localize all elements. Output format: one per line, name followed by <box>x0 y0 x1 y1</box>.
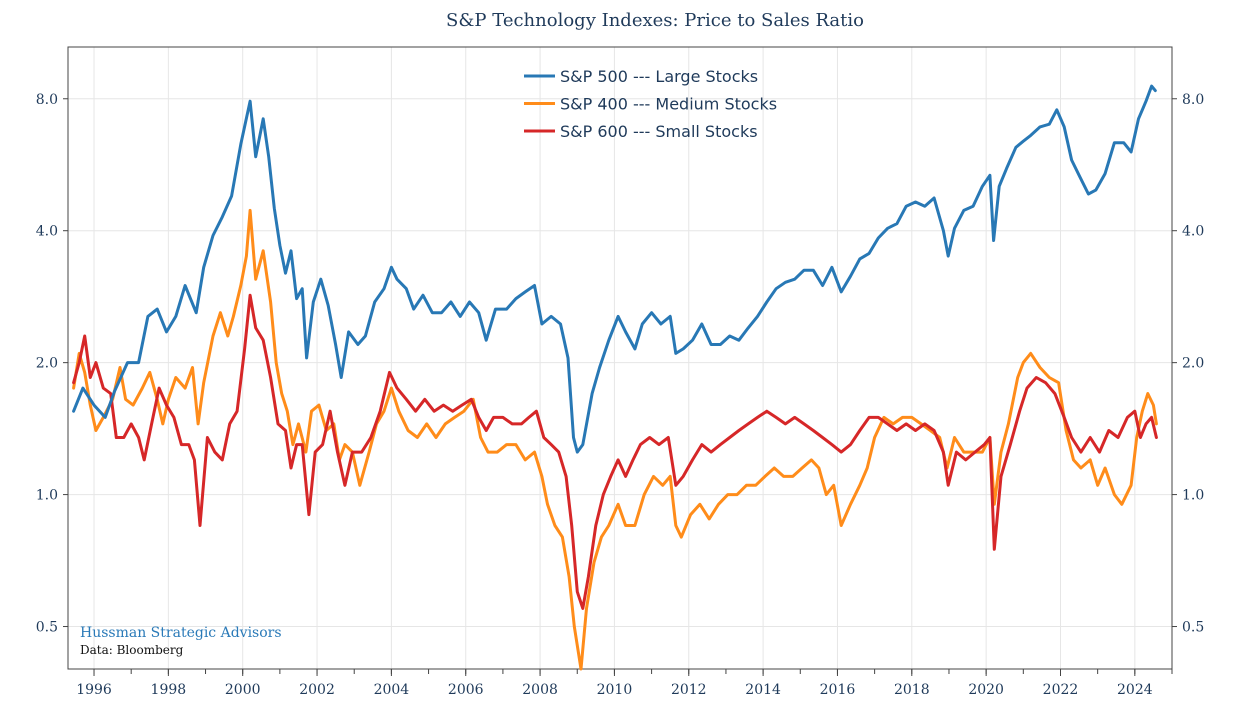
brand-label: Hussman Strategic Advisors <box>80 625 282 641</box>
y-tick-label-right: 4.0 <box>1182 224 1204 240</box>
x-tick-label: 2008 <box>522 682 558 698</box>
x-tick-label: 2014 <box>745 682 781 698</box>
y-axis-right: 0.5 1.0 2.0 4.0 8.0 <box>1172 92 1204 636</box>
y-tick-label-left: 0.5 <box>36 620 58 636</box>
legend-label-medium-stocks: S&P 400 --- Medium Stocks <box>560 95 777 114</box>
x-tick-label: 2004 <box>374 682 410 698</box>
y-tick-label-right: 0.5 <box>1182 620 1204 636</box>
y-tick-label-right: 8.0 <box>1182 92 1204 108</box>
series-line-large-stocks <box>72 84 1157 454</box>
y-tick-label-right: 2.0 <box>1182 356 1204 372</box>
x-tick-label: 2016 <box>820 682 856 698</box>
legend-label-large-stocks: S&P 500 --- Large Stocks <box>560 67 758 86</box>
series-line-small-stocks <box>72 293 1158 610</box>
x-tick-label: 2006 <box>448 682 484 698</box>
x-tick-label: 2002 <box>299 682 335 698</box>
legend-label-small-stocks: S&P 600 --- Small Stocks <box>560 122 758 141</box>
y-tick-label-left: 4.0 <box>36 224 58 240</box>
legend: S&P 500 --- Large Stocks S&P 400 --- Medi… <box>524 67 777 141</box>
x-tick-label: 2012 <box>671 682 707 698</box>
source-label: Data: Bloomberg <box>80 643 184 657</box>
x-tick-label: 2020 <box>968 682 1004 698</box>
y-tick-label-left: 1.0 <box>36 488 58 504</box>
plot-frame <box>67 46 1173 670</box>
x-axis: 1996 1998 2000 2002 2004 2006 2008 2010 2012 2014… <box>76 669 1173 698</box>
y-axis-left: 0.5 1.0 2.0 4.0 8.0 <box>36 92 68 636</box>
x-tick-label: 2010 <box>597 682 633 698</box>
grid <box>68 47 1172 669</box>
series-group <box>72 84 1158 671</box>
y-tick-label-right: 1.0 <box>1182 488 1204 504</box>
x-tick-label: 2000 <box>225 682 261 698</box>
y-tick-label-left: 8.0 <box>36 92 58 108</box>
chart-title: S&P Technology Indexes: Price to Sales R… <box>446 10 864 31</box>
x-tick-label: 2018 <box>894 682 930 698</box>
x-tick-label: 1996 <box>76 682 112 698</box>
x-tick-label: 2024 <box>1117 682 1153 698</box>
x-tick-label: 2022 <box>1043 682 1079 698</box>
series-line-medium-stocks <box>72 208 1158 671</box>
y-tick-label-left: 2.0 <box>36 356 58 372</box>
x-tick-label: 1998 <box>151 682 187 698</box>
